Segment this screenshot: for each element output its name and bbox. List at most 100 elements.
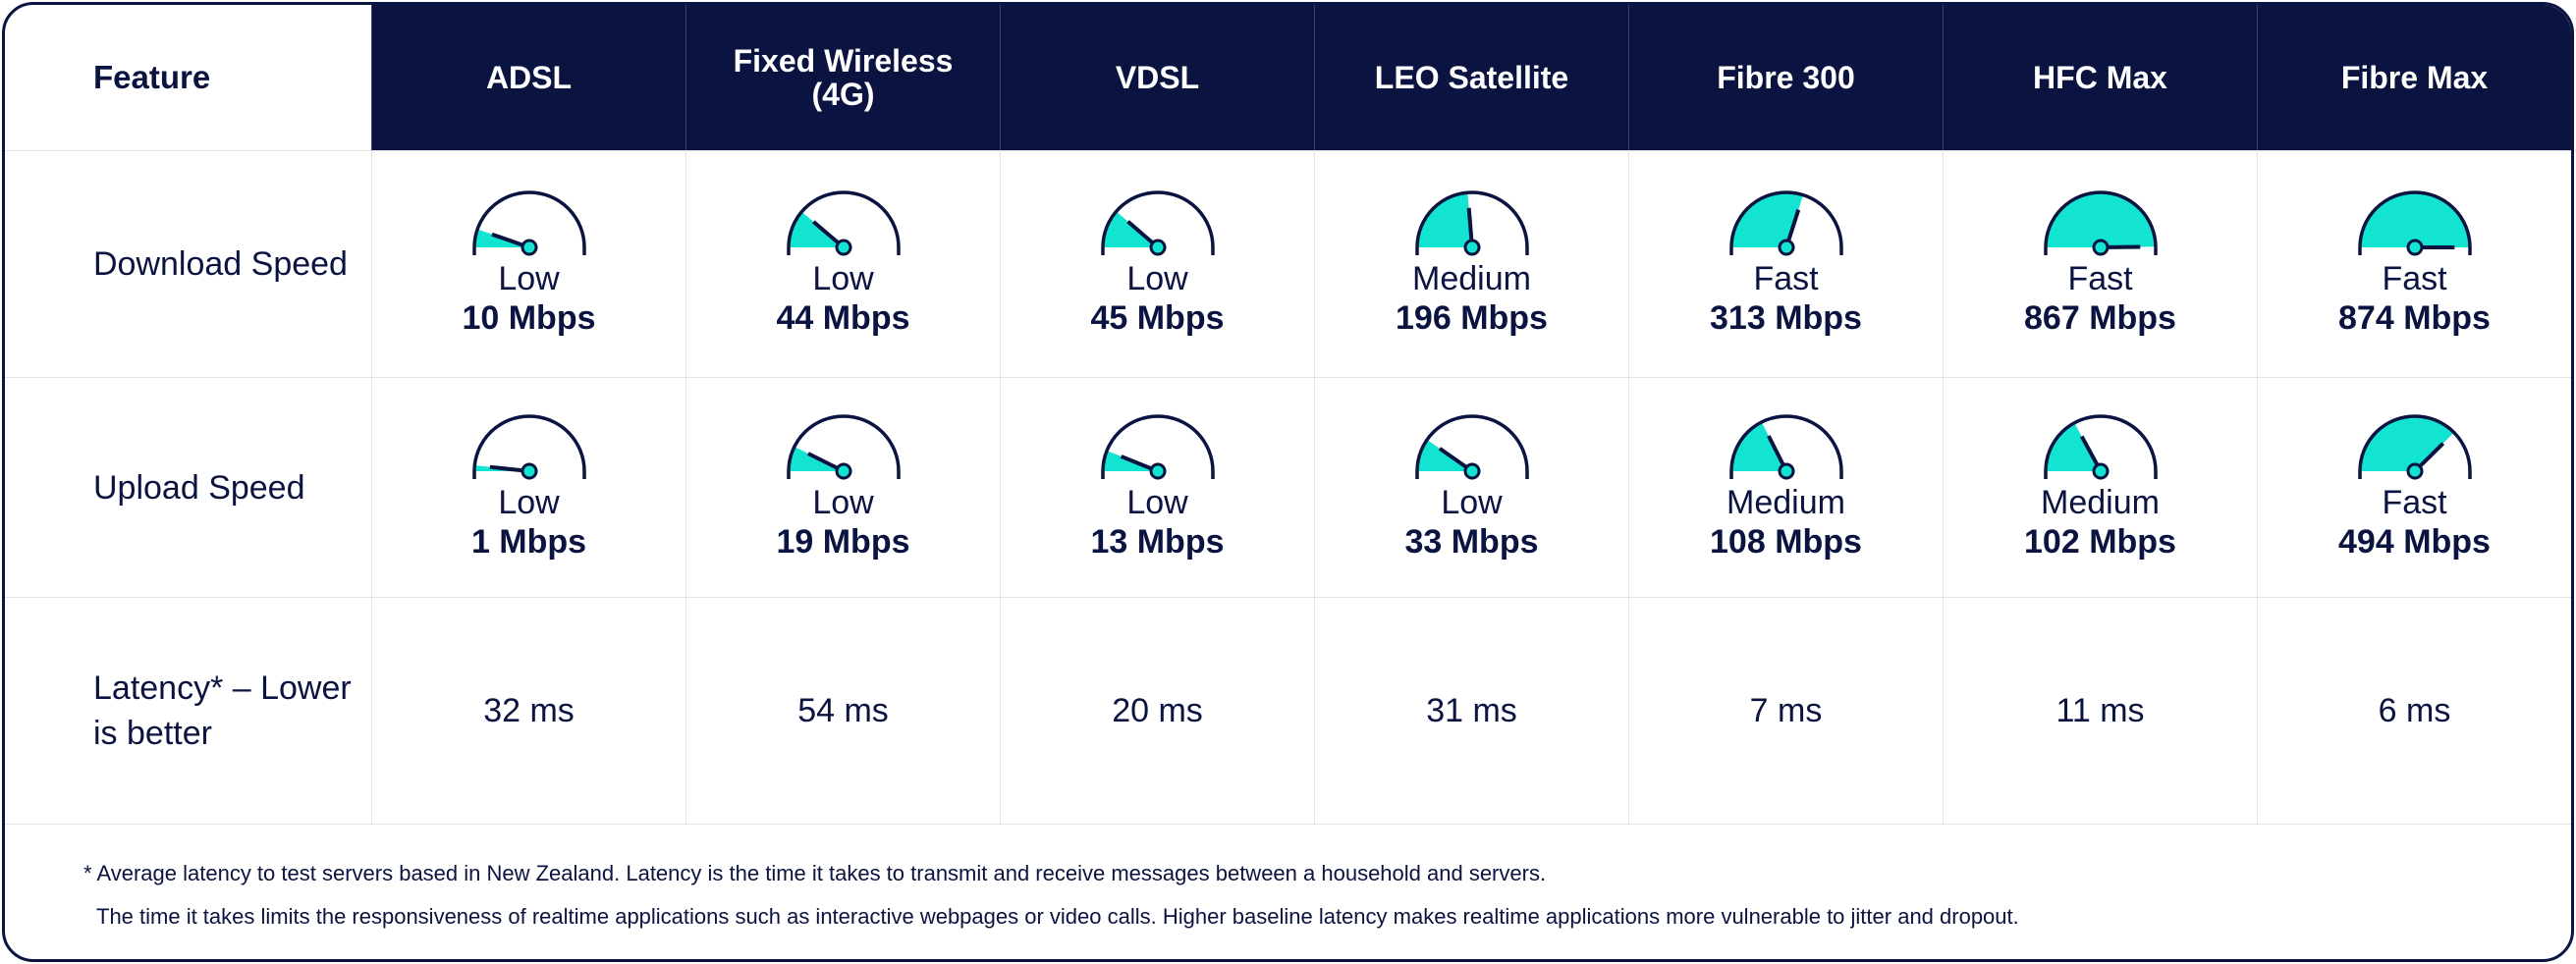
latency-value: 7 ms [1749, 691, 1823, 729]
gauge-hub [835, 462, 851, 479]
column-header: Fibre 300 [1628, 5, 1943, 150]
gauge-arc [1100, 190, 1215, 255]
column-header: HFC Max [1943, 5, 2257, 150]
speed-value: 19 Mbps [776, 522, 910, 561]
speed-value: 13 Mbps [1090, 522, 1225, 561]
gauge-arc [1100, 413, 1215, 479]
speed-level: Medium [1412, 260, 1531, 297]
speed-level: Low [498, 483, 560, 521]
gauge-fill [2359, 192, 2470, 247]
speed-value: 45 Mbps [1090, 299, 1225, 337]
speed-gauge [1100, 413, 1215, 479]
gauge-arc [786, 190, 901, 255]
table-cell: Low 1 Mbps [371, 377, 685, 597]
speed-level: Low [1126, 260, 1188, 297]
table-cell: Fast 494 Mbps [2257, 377, 2571, 597]
gauge-hub [1778, 239, 1794, 256]
speed-level: Medium [2041, 483, 2160, 521]
speed-level: Low [812, 483, 874, 521]
row-label: Upload Speed [5, 377, 371, 597]
gauge-arc [786, 413, 901, 479]
gauge-fill [1102, 211, 1158, 247]
table-cell: Medium 108 Mbps [1628, 377, 1943, 597]
gauge-arc [2043, 413, 2158, 479]
speed-gauge [2043, 413, 2158, 479]
table-cell: 20 ms [1000, 597, 1314, 824]
speed-value: 313 Mbps [1710, 299, 1862, 337]
speed-gauge [1100, 190, 1215, 256]
speed-level: Fast [2382, 483, 2447, 521]
speed-value: 494 Mbps [2338, 522, 2491, 561]
gauge-hub [835, 239, 851, 256]
speed-gauge [1728, 413, 1843, 479]
speed-gauge [786, 413, 901, 479]
table-cell: 7 ms [1628, 597, 1943, 824]
footer-divider [5, 824, 2571, 825]
gauge-arc [471, 190, 586, 255]
table-cell: Low 44 Mbps [685, 150, 1000, 377]
speed-value: 874 Mbps [2338, 299, 2491, 337]
gauge-hub [1778, 462, 1794, 479]
gauge-arc [1414, 190, 1529, 255]
gauge-fill [1730, 421, 1786, 471]
latency-value: 6 ms [2378, 691, 2451, 729]
speed-gauge [1414, 413, 1529, 479]
speed-gauge [1414, 190, 1529, 256]
table-cell: Low 10 Mbps [371, 150, 685, 377]
gauge-hub [2092, 239, 2109, 256]
gauge-hub [521, 462, 537, 479]
gauge-fill [2359, 415, 2454, 471]
speed-value: 10 Mbps [462, 299, 596, 337]
speed-gauge [2357, 413, 2472, 479]
speed-level: Medium [1726, 483, 1845, 521]
gauge-hub [2092, 462, 2109, 479]
gauge-hub [2406, 462, 2423, 479]
latency-value: 32 ms [483, 691, 575, 729]
gauge-fill [788, 211, 844, 247]
gauge-fill [2045, 191, 2156, 247]
speed-gauge [471, 413, 586, 479]
column-header: Feature [93, 59, 211, 95]
gauge-hub [521, 239, 537, 256]
table-cell: 31 ms [1314, 597, 1628, 824]
gauge-hub [1463, 239, 1480, 256]
gauge-arc [2357, 190, 2472, 255]
speed-gauge [1728, 190, 1843, 256]
gauge-arc [2043, 190, 2158, 255]
gauge-hub [1149, 239, 1166, 256]
column-header: LEO Satellite [1314, 5, 1628, 150]
footnote: The time it takes limits the responsiven… [96, 904, 2019, 929]
speed-value: 196 Mbps [1396, 299, 1548, 337]
speed-value: 102 Mbps [2024, 522, 2176, 561]
table-cell: Medium 102 Mbps [1943, 377, 2257, 597]
speed-value: 44 Mbps [776, 299, 910, 337]
speed-gauge [471, 190, 586, 256]
latency-value: 20 ms [1112, 691, 1203, 729]
table-cell: Fast 313 Mbps [1628, 150, 1943, 377]
footnote: * Average latency to test servers based … [83, 861, 1547, 885]
speed-value: 867 Mbps [2024, 299, 2176, 337]
speed-level: Low [498, 260, 560, 297]
gauge-hub [1463, 462, 1480, 479]
row-label: Latency* – Lower is better [5, 597, 371, 824]
table-cell: 11 ms [1943, 597, 2257, 824]
speed-level: Low [812, 260, 874, 297]
speed-level: Low [1441, 483, 1503, 521]
column-header: Fixed Wireless (4G) [685, 5, 1000, 150]
gauge-arc [1728, 413, 1843, 479]
speed-level: Fast [2067, 260, 2133, 297]
speed-level: Low [1126, 483, 1188, 521]
table-cell: Fast 867 Mbps [1943, 150, 2257, 377]
table-cell: Fast 874 Mbps [2257, 150, 2571, 377]
speed-gauge [2043, 190, 2158, 256]
table-cell: Low 33 Mbps [1314, 377, 1628, 597]
gauge-arc [2357, 413, 2472, 479]
latency-value: 11 ms [2055, 691, 2145, 729]
table-cell: Low 19 Mbps [685, 377, 1000, 597]
gauge-arc [471, 413, 586, 479]
latency-value: 54 ms [797, 691, 889, 729]
table-cell: 54 ms [685, 597, 1000, 824]
gauge-fill [1416, 192, 1472, 247]
speed-value: 1 Mbps [470, 522, 587, 561]
